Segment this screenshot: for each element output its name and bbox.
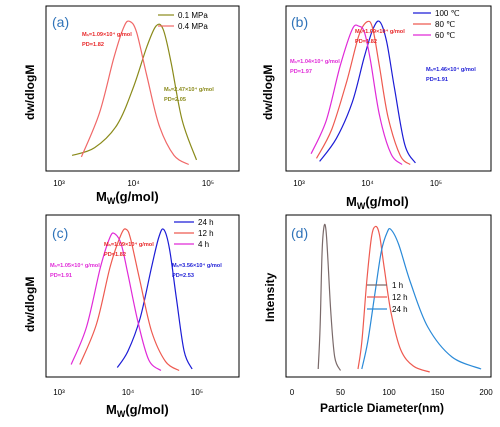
x-axis-label-c-sub: W — [117, 409, 126, 419]
panel-a: 10³ 10⁴ 10⁵ (a) dw/dlogM MW(g/mol) 0.1 MPa… — [23, 5, 240, 206]
x-tick-label-a-0: 10³ — [53, 179, 65, 188]
annotation-c-0-line-0: Mₙ=1.09×10⁴ g/mol — [104, 242, 154, 248]
x-tick-label-d-2: 100 — [382, 388, 396, 397]
x-axis-label-c-rest: (g/mol) — [125, 402, 168, 417]
plot-frame-d — [285, 214, 492, 378]
panel-label-a: (a) — [52, 14, 69, 30]
x-tick-label-a-2: 10⁵ — [202, 179, 214, 188]
legend-label-b-2: 60 ℃ — [435, 31, 455, 40]
annotation-c-2-line-1: PD=2.53 — [172, 273, 194, 279]
x-axis-label-a: MW(g/mol) — [96, 189, 159, 206]
annotation-a-1-line-0: Mₙ=2.47×10⁴ g/mol — [164, 87, 214, 93]
series-layer-d — [317, 223, 482, 373]
x-tick-label-a-1: 10⁴ — [127, 179, 140, 188]
y-axis-label-b: dw/dlogM — [261, 65, 275, 120]
annotation-c-2-line-0: Mₙ=3.56×10⁴ g/mol — [172, 263, 222, 269]
annotation-b-1-line-1: PD=1.97 — [290, 69, 312, 75]
legend-c: 24 h 12 h 4 h — [174, 218, 214, 249]
series-line-d-0 — [317, 223, 342, 371]
annotation-b-0-line-0: Mₙ=1.09×10⁴ g/mol — [355, 29, 405, 35]
legend-label-b-0: 100 ℃ — [435, 9, 460, 18]
y-axis-label-d: Intensity — [263, 272, 277, 322]
x-axis-label-a-main: M — [96, 189, 107, 204]
series-layer-b — [310, 20, 416, 165]
x-tick-label-d-3: 150 — [431, 388, 445, 397]
series-line-b-0 — [319, 20, 416, 164]
x-tick-label-d-0: 0 — [290, 388, 295, 397]
legend-label-c-2: 4 h — [198, 240, 209, 249]
x-tick-label-d-1: 50 — [336, 388, 345, 397]
annotation-c-1-line-0: Mₙ=1.05×10⁴ g/mol — [50, 263, 100, 269]
series-line-c-2 — [70, 232, 162, 371]
legend-b: 100 ℃ 80 ℃ 60 ℃ — [413, 9, 460, 40]
x-ticks-d: 0 50 100 150 200 — [290, 388, 493, 397]
annotation-b-0-line-1: PD=1.82 — [355, 39, 377, 45]
x-ticks-b: 10³ 10⁴ 10⁵ — [293, 179, 442, 188]
annotation-b-2-line-1: PD=1.91 — [426, 77, 448, 83]
x-axis-label-c-main: M — [106, 402, 117, 417]
annotation-b-1-line-0: Mₙ=1.04×10⁴ g/mol — [290, 59, 340, 65]
legend-label-c-0: 24 h — [198, 218, 214, 227]
annotation-c-1-line-1: PD=1.91 — [50, 273, 72, 279]
series-line-b-1 — [315, 20, 411, 165]
x-axis-label-a-sub: W — [107, 196, 116, 206]
plot-frame-b — [285, 5, 492, 172]
x-axis-label-c: MW(g/mol) — [106, 402, 169, 419]
series-line-c-0 — [116, 228, 193, 370]
x-tick-label-d-4: 200 — [479, 388, 493, 397]
legend-d: 1 h 12 h 24 h — [367, 281, 408, 314]
series-layer-a — [71, 20, 198, 166]
annotation-a-0-line-0: Mₙ=1.09×10⁴ g/mol — [82, 32, 132, 38]
x-ticks-c: 10³ 10⁴ 10⁵ — [53, 388, 203, 397]
legend-a: 0.1 MPa 0.4 MPa — [158, 11, 208, 31]
plot-frame-c — [45, 214, 240, 378]
panel-d: 0 50 100 150 200 (d) Intensity Particle Diam… — [263, 214, 493, 415]
x-axis-label-d: Particle Diameter(nm) — [320, 401, 444, 415]
x-tick-label-b-2: 10⁵ — [430, 179, 442, 188]
panel-label-b: (b) — [291, 14, 308, 30]
annotation-b-2-line-0: Mₙ=1.46×10⁴ g/mol — [426, 67, 476, 73]
series-line-a-0 — [71, 23, 198, 161]
panel-label-d: (d) — [291, 225, 308, 241]
annotation-c-0-line-1: PD=1.82 — [104, 252, 126, 258]
x-axis-label-b: MW(g/mol) — [346, 194, 409, 211]
series-layer-c — [70, 228, 193, 372]
legend-label-b-1: 80 ℃ — [435, 20, 455, 29]
y-axis-label-a: dw/dlogM — [23, 65, 37, 120]
x-axis-label-b-main: M — [346, 194, 357, 209]
x-tick-label-c-0: 10³ — [53, 388, 65, 397]
panel-label-c: (c) — [52, 225, 68, 241]
legend-label-a-1: 0.4 MPa — [178, 22, 208, 31]
series-line-a-1 — [80, 20, 190, 166]
x-axis-label-b-rest: (g/mol) — [365, 194, 408, 209]
series-line-d-2 — [361, 227, 482, 370]
series-line-b-2 — [310, 24, 403, 165]
legend-label-a-0: 0.1 MPa — [178, 11, 208, 20]
legend-label-d-1: 12 h — [392, 293, 408, 302]
x-tick-label-b-1: 10⁴ — [361, 179, 374, 188]
x-tick-label-c-1: 10⁴ — [122, 388, 135, 397]
annotation-a-1-line-1: PD=2.05 — [164, 97, 186, 103]
legend-label-c-1: 12 h — [198, 229, 214, 238]
x-tick-label-c-2: 10⁵ — [191, 388, 203, 397]
annotation-a-0-line-1: PD=1.82 — [82, 42, 104, 48]
series-line-c-1 — [79, 228, 180, 372]
panel-b: 10³ 10⁴ 10⁵ (b) dw/dlogM MW(g/mol) 100 ℃ 8… — [261, 5, 492, 211]
series-line-d-1 — [357, 225, 430, 373]
y-axis-label-c: dw/dlogM — [23, 277, 37, 332]
x-axis-label-b-sub: W — [357, 201, 366, 211]
x-tick-label-b-0: 10³ — [293, 179, 305, 188]
x-ticks-a: 10³ 10⁴ 10⁵ — [53, 179, 214, 188]
x-axis-label-a-rest: (g/mol) — [115, 189, 158, 204]
legend-label-d-2: 24 h — [392, 305, 408, 314]
legend-label-d-0: 1 h — [392, 281, 403, 290]
panel-c: 10³ 10⁴ 10⁵ (c) dw/dlogM MW(g/mol) 24 h 12… — [23, 214, 240, 419]
plot-frame-a — [45, 5, 240, 172]
